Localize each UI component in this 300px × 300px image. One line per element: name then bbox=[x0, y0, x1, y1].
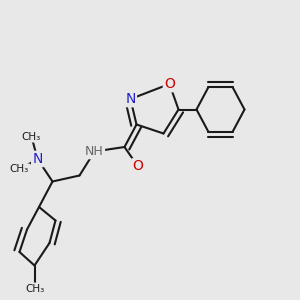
Text: CH₃: CH₃ bbox=[25, 284, 44, 294]
Text: NH: NH bbox=[85, 145, 104, 158]
Text: O: O bbox=[133, 160, 143, 173]
Text: CH₃: CH₃ bbox=[22, 131, 41, 142]
Text: N: N bbox=[32, 152, 43, 166]
Text: N: N bbox=[125, 92, 136, 106]
Text: CH₃: CH₃ bbox=[10, 164, 29, 175]
Text: O: O bbox=[164, 77, 175, 91]
